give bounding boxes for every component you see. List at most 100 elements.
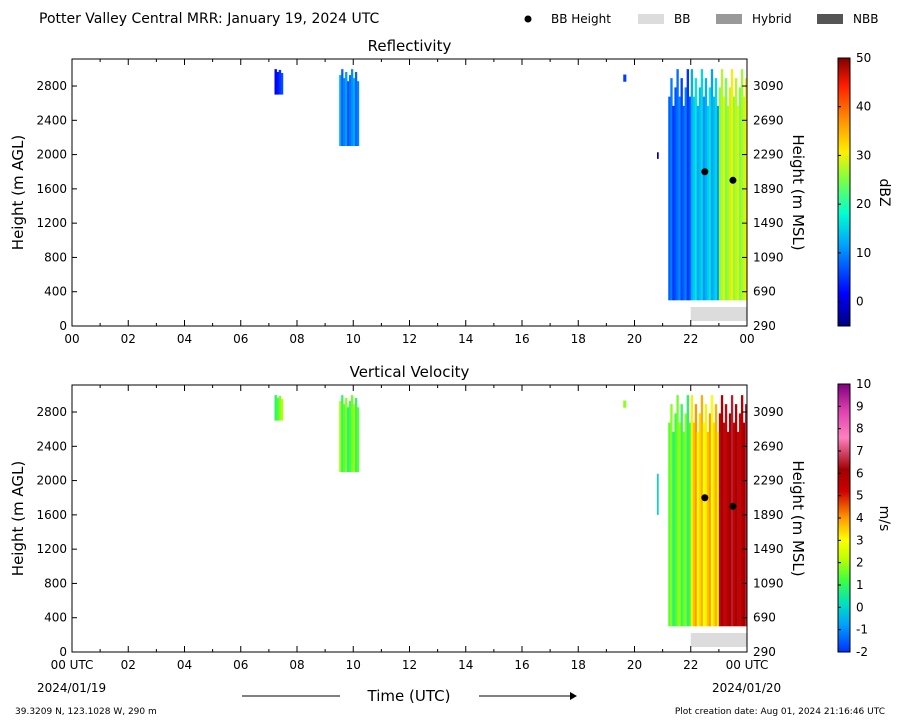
bright-band-point: [701, 168, 709, 176]
y-tick-label: 0: [59, 645, 67, 659]
y-tick-label: 2000: [36, 148, 67, 162]
colorbar-tick-label: 30: [856, 148, 871, 162]
echo-strip: [686, 69, 690, 301]
y2-tick-label: 290: [753, 319, 776, 333]
legend-item: BB Height: [524, 12, 611, 26]
bb-type-bar: [690, 307, 747, 321]
echo-strip: [349, 75, 352, 147]
colorbar-tick-label: 0: [856, 600, 864, 614]
echo-strip: [736, 431, 740, 627]
echo-strip: [356, 81, 360, 147]
plot-frame: [71, 58, 748, 327]
echo-strip: [680, 404, 683, 627]
echo-strip: [657, 473, 659, 515]
y-tick-label: 400: [44, 611, 67, 625]
y2-tick-label: 1090: [753, 576, 784, 590]
colorbar-tick-label: 8: [856, 422, 864, 436]
echo-strip: [722, 422, 726, 627]
echo-strip: [732, 96, 736, 301]
echo-strip: [710, 395, 714, 627]
y-tick-label: 800: [44, 576, 67, 590]
bright-band-point: [729, 176, 737, 184]
y2-tick-label: 3090: [753, 79, 784, 93]
echo-strip: [674, 413, 677, 627]
x-tick-label: 06: [233, 332, 248, 346]
echo-strip: [708, 413, 712, 627]
y2-axis-label: Height (m MSL): [789, 134, 807, 250]
echo-strip: [351, 69, 354, 147]
echo-strip: [347, 81, 350, 147]
x-tick-label: 02: [121, 658, 136, 672]
echo-strip: [274, 395, 277, 421]
echo-strip: [343, 78, 346, 147]
x-tick-label: 12: [402, 658, 417, 672]
y2-tick-label: 1090: [753, 250, 784, 264]
legend-swatch: [817, 14, 843, 24]
echo-strip: [706, 105, 710, 301]
x-tick-label: 02: [121, 332, 136, 346]
echo-strip: [734, 404, 738, 627]
legend-item: NBB: [817, 12, 878, 26]
echo-strip: [724, 78, 728, 301]
colorbar-label: dBZ: [876, 178, 892, 206]
echo-strip: [718, 87, 722, 301]
echo-strip: [274, 69, 277, 95]
colorbar: [837, 57, 851, 327]
echo-strip: [734, 78, 738, 301]
legend-dot-marker: [524, 15, 532, 23]
y-tick-label: 2000: [36, 474, 67, 488]
echo-strip: [736, 105, 740, 301]
legend-label: Hybrid: [752, 12, 792, 26]
legend-swatch: [716, 14, 742, 24]
y2-axis-label: Height (m MSL): [789, 460, 807, 576]
echo-strip: [696, 105, 700, 301]
y-axis-label: Height (m AGL): [9, 135, 27, 250]
echo-strip: [696, 431, 700, 627]
plot-creation-date: Plot creation date: Aug 01, 2024 21:16:4…: [675, 707, 885, 717]
x-tick-label: 00 UTC: [726, 658, 769, 672]
x-tick-label: 22: [683, 658, 698, 672]
echo-strip: [349, 401, 352, 473]
colorbar-tick-label: 1: [856, 578, 864, 592]
x-tick-label: 18: [571, 658, 586, 672]
echo-strip: [657, 152, 659, 159]
echo-strip: [678, 96, 681, 301]
echo-strip: [352, 78, 356, 147]
colorbar-tick-label: -2: [856, 645, 868, 659]
x-tick-label: 20: [627, 332, 642, 346]
x-tick-label: 14: [458, 332, 473, 346]
echo-strip: [339, 75, 342, 147]
echo-strip: [714, 404, 718, 627]
echo-strip: [724, 404, 728, 627]
y-axis-label: Height (m AGL): [9, 461, 27, 576]
y-tick-label: 0: [59, 319, 67, 333]
panel-title: Vertical Velocity: [350, 363, 470, 381]
echo-strip: [682, 105, 685, 301]
colorbar-tick-label: 4: [856, 511, 864, 525]
echo-strip: [672, 105, 675, 301]
echo-strip: [722, 96, 726, 301]
colorbar-tick-label: 3: [856, 533, 864, 547]
colorbar-tick-label: 20: [856, 197, 871, 211]
bb-type-bar: [690, 633, 747, 647]
echo-strip: [728, 87, 732, 301]
echo-strip: [714, 78, 718, 301]
legend-swatch: [638, 14, 664, 24]
echo-strip: [680, 78, 683, 301]
y-tick-label: 2800: [36, 405, 67, 419]
echo-strip: [698, 413, 702, 627]
echo-strip: [730, 69, 734, 301]
x-tick-label: 12: [402, 332, 417, 346]
echo-strip: [676, 69, 679, 301]
y-tick-label: 1600: [36, 508, 67, 522]
x-tick-label: 00 UTC: [51, 658, 94, 672]
echo-strip: [686, 395, 690, 627]
legend-label: BB: [674, 12, 690, 26]
echo-strip: [716, 105, 720, 301]
legend-label: NBB: [853, 12, 878, 26]
echo-strip: [345, 397, 348, 473]
